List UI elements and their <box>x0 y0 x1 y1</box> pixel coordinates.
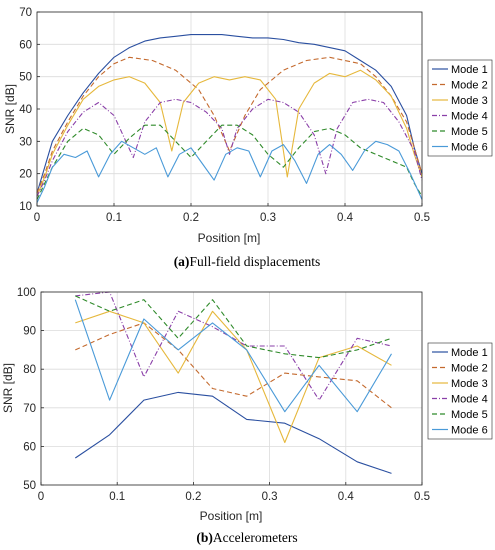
plot-area-b <box>41 292 422 485</box>
y-tick-label: 50 <box>23 480 36 492</box>
legend-label: Mode 6 <box>451 425 488 437</box>
y-tick-label: 100 <box>17 287 36 299</box>
caption-text-a: Full-field displacements <box>189 254 320 269</box>
y-tick-label: 60 <box>23 441 36 453</box>
legend-items-a: Mode 1 Mode 2 Mode 3 Mode 4 Mode 5 Mode 6 <box>432 64 488 154</box>
x-tick-label: 0.1 <box>109 491 125 503</box>
y-tick-label: 20 <box>19 169 32 181</box>
series-line-6 <box>74 299 392 413</box>
caption-tag-a: (a) <box>174 254 190 269</box>
x-tick-labels-b: 0 0.1 0.2 0.3 0.4 0.5 <box>38 491 430 503</box>
x-tick-label: 0 <box>34 212 40 224</box>
x-axis-label-b: Position [m] <box>200 509 263 523</box>
caption-text-b: Accelerometers <box>213 530 298 545</box>
legend-a: Mode 1 Mode 2 Mode 3 Mode 4 Mode 5 Mode 6 <box>427 59 493 157</box>
x-axis-label-a: Position [m] <box>198 231 261 245</box>
x-tick-label: 0.4 <box>337 212 354 224</box>
y-tick-label: 60 <box>19 39 32 51</box>
legend-label: Mode 1 <box>451 64 488 76</box>
lines-a <box>36 34 423 204</box>
x-tick-label: 0.3 <box>262 491 278 503</box>
legend-b: Mode 1 Mode 2 Mode 3 Mode 4 Mode 5 Mode 6 <box>427 342 493 440</box>
y-tick-label: 50 <box>19 72 32 84</box>
caption-b: (b)Accelerometers <box>196 530 297 545</box>
legend-label: Mode 5 <box>451 409 488 421</box>
legend-items-b: Mode 1 Mode 2 Mode 3 Mode 4 Mode 5 Mode 6 <box>432 347 488 437</box>
y-axis-label-b: SNR [dB] <box>1 363 15 413</box>
series-line-3 <box>36 69 423 197</box>
y-tick-label: 90 <box>23 326 36 338</box>
x-tick-label: 0.5 <box>414 212 430 224</box>
x-tick-label: 0.4 <box>338 491 355 503</box>
x-tick-label: 0 <box>38 491 44 503</box>
legend-label: Mode 2 <box>451 80 488 92</box>
legend-label: Mode 4 <box>451 111 488 123</box>
caption-a: (a)Full-field displacements <box>174 254 321 269</box>
chart-b: 0 0.1 0.2 0.3 0.4 0.5 50 60 70 80 90 100 Position … <box>1 287 493 545</box>
legend-box-b <box>427 342 493 440</box>
legend-label: Mode 2 <box>451 363 488 375</box>
series-line-2 <box>36 56 423 194</box>
legend-label: Mode 4 <box>451 394 488 406</box>
series-line-5 <box>36 124 423 200</box>
chart-a: 0 0.1 0.2 0.3 0.4 0.5 10 20 30 40 50 60 70 Position… <box>3 7 493 269</box>
legend-label: Mode 5 <box>451 126 488 138</box>
y-tick-label: 30 <box>19 136 32 148</box>
x-tick-label: 0.3 <box>260 212 276 224</box>
y-tick-labels-b: 50 60 70 80 90 100 <box>17 287 36 492</box>
legend-label: Mode 3 <box>451 378 488 390</box>
y-tick-labels-a: 10 20 30 40 50 60 70 <box>19 7 32 213</box>
y-tick-label: 80 <box>23 364 36 376</box>
axes-box-b <box>40 291 423 486</box>
axes-box-a <box>36 11 423 207</box>
y-tick-label: 40 <box>19 104 32 116</box>
legend-label: Mode 1 <box>451 347 488 359</box>
y-tick-label: 70 <box>23 403 36 415</box>
series-line-3 <box>75 310 392 444</box>
lines-b <box>74 291 392 474</box>
x-tick-label: 0.5 <box>414 491 430 503</box>
x-tick-label: 0.2 <box>185 491 201 503</box>
series-line-1 <box>74 391 392 474</box>
y-tick-label: 10 <box>19 201 32 213</box>
series-line-6 <box>36 140 423 204</box>
y-axis-label-a: SNR [dB] <box>3 84 17 134</box>
x-tick-label: 0.1 <box>106 212 122 224</box>
legend-label: Mode 6 <box>451 142 488 154</box>
y-tick-label: 70 <box>19 7 32 19</box>
legend-box-a <box>427 59 493 157</box>
series-line-4 <box>36 98 423 197</box>
caption-tag-b: (b) <box>196 530 213 545</box>
series-line-2 <box>75 322 392 409</box>
legend-label: Mode 3 <box>451 95 488 107</box>
x-tick-label: 0.2 <box>183 212 199 224</box>
series-line-1 <box>36 34 423 194</box>
x-tick-labels-a: 0 0.1 0.2 0.3 0.4 0.5 <box>34 212 430 224</box>
